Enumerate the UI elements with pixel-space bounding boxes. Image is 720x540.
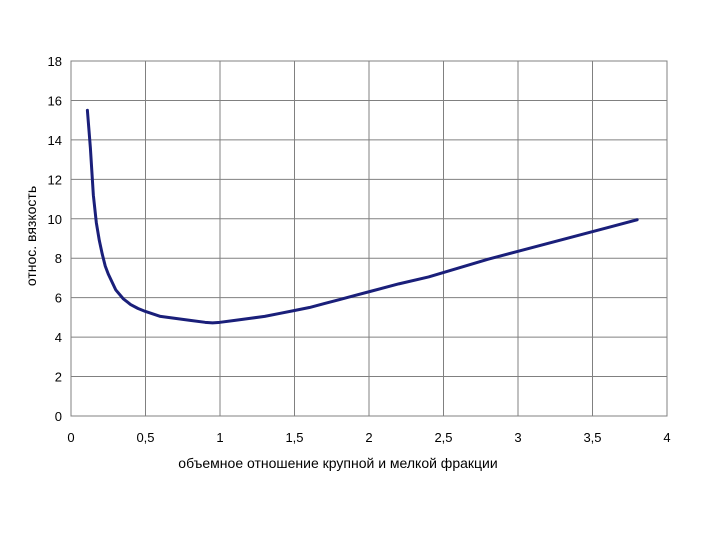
y-tick-label: 14	[48, 133, 62, 148]
y-tick-label: 10	[48, 212, 62, 227]
x-tick-label: 0	[67, 430, 74, 445]
y-axis-title: относ. вязкость	[23, 186, 39, 286]
y-tick-labels: 0 2 4 6 8 10 12 14 16 18	[48, 54, 62, 424]
y-tick-label: 6	[55, 291, 62, 306]
x-tick-label: 4	[663, 430, 670, 445]
y-tick-label: 2	[55, 370, 62, 385]
x-tick-label: 1,5	[285, 430, 303, 445]
x-tick-label: 0,5	[136, 430, 154, 445]
series-line	[85, 108, 639, 325]
x-tick-label: 2	[365, 430, 372, 445]
x-tick-label: 2,5	[434, 430, 452, 445]
y-tick-label: 8	[55, 251, 62, 266]
x-tick-labels: 0 0,5 1 1,5 2 2,5 3 3,5 4	[67, 430, 670, 445]
x-tick-label: 3,5	[583, 430, 601, 445]
y-tick-label: 18	[48, 54, 62, 69]
x-tick-label: 3	[514, 430, 521, 445]
plot-border	[70, 60, 668, 417]
y-tick-label: 4	[55, 330, 62, 345]
x-tick-label: 1	[216, 430, 223, 445]
y-tick-label: 12	[48, 172, 62, 187]
x-axis-title: объемное отношение крупной и мелкой фрак…	[178, 455, 497, 471]
y-tick-label: 0	[55, 409, 62, 424]
y-tick-label: 16	[48, 93, 62, 108]
